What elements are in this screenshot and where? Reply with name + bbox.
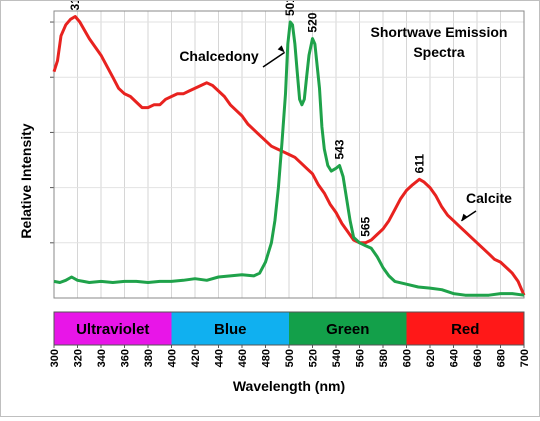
- band-blue: [171, 312, 289, 345]
- band-ultraviolet: [54, 312, 172, 345]
- band-label: Green: [326, 321, 369, 338]
- band-red: [406, 312, 524, 345]
- wavelength-bands: Ultraviolet Blue Green Red: [53, 311, 525, 346]
- x-tick-label: 360: [120, 349, 132, 367]
- x-tick-label: 640: [449, 349, 461, 367]
- chalcedony-arrowhead: [277, 45, 285, 53]
- peak-label: 501: [283, 1, 297, 16]
- x-tick-label: 380: [143, 349, 155, 367]
- peak-label: 318: [68, 1, 82, 11]
- calcite-pointer: [460, 210, 477, 222]
- x-axis-label: Wavelength (nm): [233, 378, 345, 394]
- peak-label: 565: [358, 216, 372, 236]
- band-label: Ultraviolet: [76, 321, 149, 338]
- x-tick-label: 680: [496, 349, 508, 367]
- chart-title-line2: Spectra: [413, 44, 465, 60]
- x-tick-label: 540: [331, 349, 343, 367]
- x-tick-label: 600: [402, 349, 414, 367]
- x-tick-label: 320: [73, 349, 85, 367]
- y-axis-label: Relative Intensity: [18, 123, 34, 238]
- plot-area: [53, 10, 525, 299]
- series-lines: [52, 15, 526, 297]
- x-tick-label: 340: [96, 349, 108, 367]
- x-tick-label: 400: [167, 349, 179, 367]
- x-tick-label: 620: [425, 349, 437, 367]
- series-labels: Chalcedony Calcite: [179, 45, 512, 222]
- x-tick-label: 700: [519, 349, 531, 367]
- band-label: Red: [451, 321, 479, 338]
- band-label: Blue: [214, 321, 247, 338]
- peak-label: 611: [412, 154, 426, 174]
- x-tick-label: 520: [308, 349, 320, 367]
- chart-title-line1: Shortwave Emission: [371, 24, 508, 40]
- series-line-chalcedony: [53, 20, 525, 297]
- x-tick-label: 660: [472, 349, 484, 367]
- band-green: [289, 312, 407, 345]
- peak-label: 543: [333, 139, 347, 159]
- x-tick-label: 440: [214, 349, 226, 367]
- grid: [50, 10, 525, 299]
- x-tick-label: 500: [284, 349, 296, 367]
- chalcedony-pointer: [262, 51, 286, 68]
- calcite-arrowhead: [461, 213, 468, 221]
- series-label-chalcedony: Chalcedony: [179, 48, 259, 64]
- x-tick-label: 560: [355, 349, 367, 367]
- x-tick-label: 580: [378, 349, 390, 367]
- x-tick-label: 300: [49, 349, 61, 367]
- x-tick-label: 480: [261, 349, 273, 367]
- peak-labels: 318 501 520 543 565 611: [68, 0, 426, 237]
- series-line-calcite: [52, 15, 526, 296]
- x-tick-label: 460: [237, 349, 249, 367]
- peak-label: 520: [306, 12, 320, 32]
- x-tick-labels: 300 320 340 360 380 400 420 440 460 480 500 520 540 5…: [49, 345, 531, 367]
- series-label-calcite: Calcite: [466, 190, 512, 206]
- x-tick-label: 420: [190, 349, 202, 367]
